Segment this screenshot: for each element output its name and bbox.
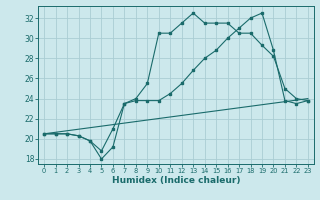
X-axis label: Humidex (Indice chaleur): Humidex (Indice chaleur) bbox=[112, 176, 240, 185]
